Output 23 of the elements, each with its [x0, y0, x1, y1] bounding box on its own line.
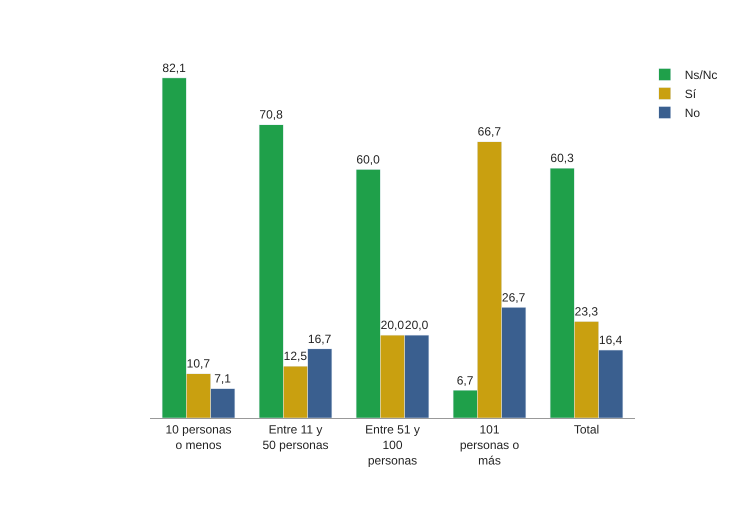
legend-label: Ns/Nc [684, 68, 718, 82]
data-label: 20,0 [380, 318, 404, 332]
legend-label: No [684, 106, 700, 120]
data-label: 10,7 [186, 356, 210, 371]
data-label: 23,3 [574, 304, 598, 318]
data-label: 6,7 [456, 373, 474, 388]
legend-label: Sí [684, 87, 697, 102]
data-label: 70,8 [259, 108, 284, 122]
data-label: 16,4 [598, 333, 623, 348]
data-label: 16,7 [308, 332, 332, 346]
data-label: 66,7 [478, 124, 502, 139]
x-tick-label: Total [574, 422, 600, 436]
data-label: 26,7 [502, 290, 526, 304]
x-tick-label: Entre 11 y 50 personas [262, 422, 329, 452]
data-label: 60,0 [356, 152, 380, 166]
data-label: 7,1 [214, 372, 232, 386]
data-label: 60,3 [550, 151, 574, 166]
x-tick-label: 101 personas o más [460, 422, 520, 468]
x-tick-label: Entre 51 y 100 personas [365, 422, 420, 468]
data-label: 82,1 [162, 60, 186, 75]
data-label: 20,0 [404, 318, 429, 332]
x-tick-label: 10 personas o menos [165, 422, 232, 452]
data-label: 12,5 [284, 349, 308, 364]
